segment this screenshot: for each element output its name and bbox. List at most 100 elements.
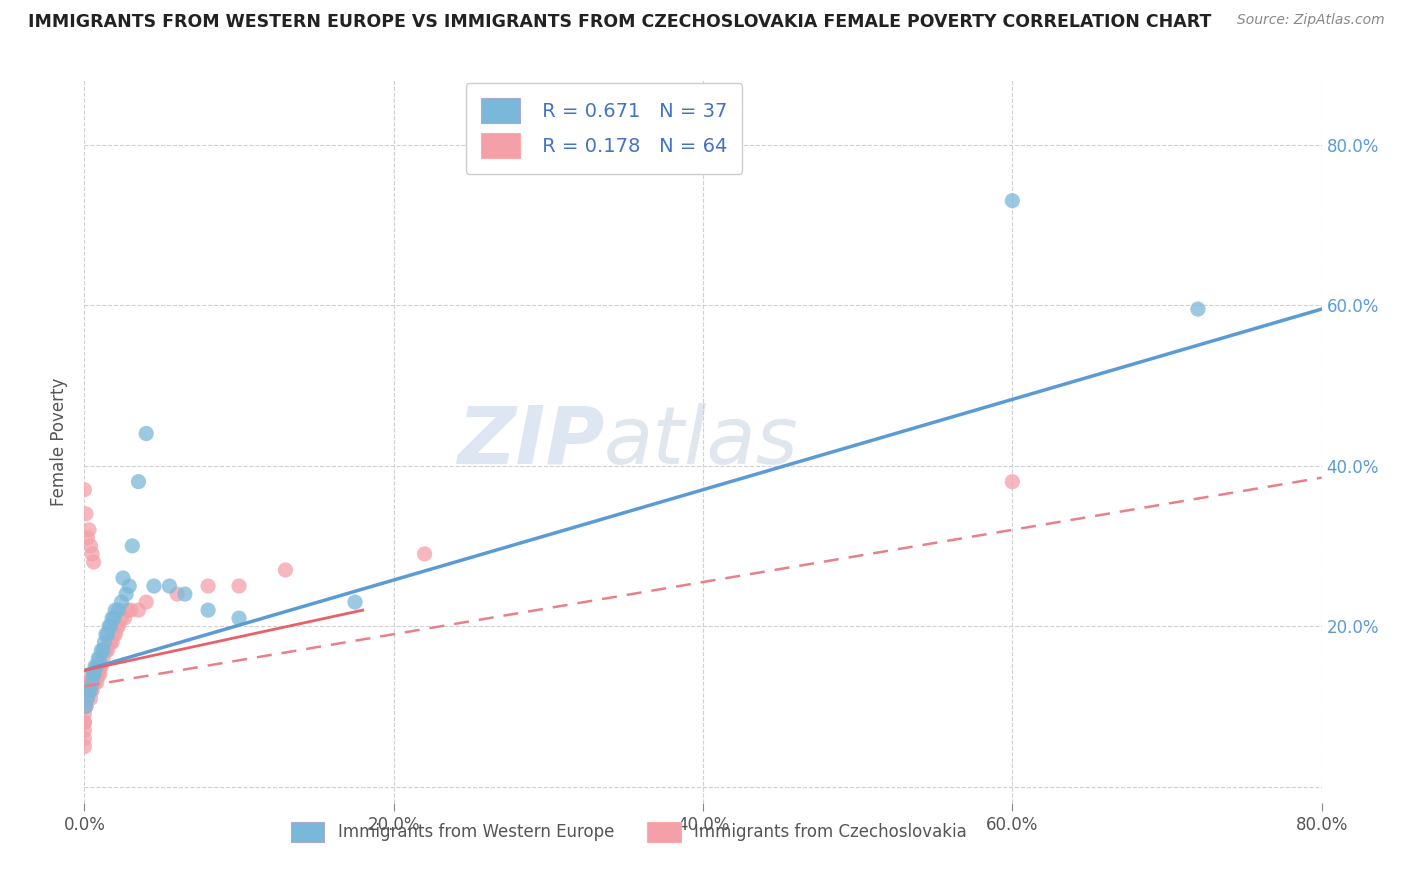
Point (90, 659, 112, 673)
Point (143, 579, 166, 593)
Point (76, 675, 98, 690)
Point (75, 691, 97, 706)
Point (159, 579, 180, 593)
Point (100, 635, 122, 649)
Point (101, 611, 124, 625)
Point (82, 675, 104, 690)
Point (197, 603, 219, 617)
Point (76, 683, 98, 698)
Point (1001, 475, 1024, 489)
Point (105, 619, 128, 633)
Point (96, 643, 118, 657)
Point (83, 555, 105, 569)
Point (73, 707, 96, 722)
Point (174, 587, 197, 601)
Point (135, 426, 157, 441)
Point (82, 667, 104, 681)
Point (94, 643, 117, 657)
Point (84, 667, 107, 681)
Point (98, 619, 121, 633)
Point (73, 731, 96, 746)
Point (73, 683, 96, 698)
Point (73, 715, 96, 730)
Point (75, 699, 97, 714)
Point (89, 651, 111, 665)
Point (76, 691, 98, 706)
Text: Source: ZipAtlas.com: Source: ZipAtlas.com (1237, 13, 1385, 28)
Text: IMMIGRANTS FROM WESTERN EUROPE VS IMMIGRANTS FROM CZECHOSLOVAKIA FEMALE POVERTY : IMMIGRANTS FROM WESTERN EUROPE VS IMMIGR… (28, 13, 1212, 31)
Point (93, 643, 115, 657)
Point (89, 667, 111, 681)
Point (79, 683, 101, 698)
Point (75, 683, 97, 698)
Point (101, 635, 124, 649)
Point (114, 611, 136, 625)
Point (96, 627, 118, 641)
Point (84, 675, 107, 690)
Point (343, 595, 366, 609)
Legend: Immigrants from Western Europe, Immigrants from Czechoslovakia: Immigrants from Western Europe, Immigran… (284, 815, 973, 848)
Point (73, 675, 96, 690)
Point (87, 659, 110, 673)
Point (76, 531, 98, 545)
Point (79, 539, 101, 553)
Point (1001, 194, 1024, 208)
Point (121, 539, 143, 553)
Point (413, 547, 436, 561)
Point (104, 627, 127, 641)
Point (82, 683, 104, 698)
Point (73, 723, 96, 738)
Point (73, 483, 96, 497)
Point (107, 619, 129, 633)
Point (87, 667, 110, 681)
Point (98, 635, 121, 649)
Point (103, 611, 125, 625)
Point (75, 699, 97, 714)
Y-axis label: Female Poverty: Female Poverty (51, 377, 69, 506)
Point (76, 691, 98, 706)
Point (75, 675, 97, 690)
Point (73, 699, 96, 714)
Point (83, 675, 105, 690)
Point (83, 667, 105, 681)
Point (107, 603, 129, 617)
Point (84, 659, 107, 673)
Point (197, 579, 219, 593)
Point (73, 739, 96, 754)
Point (83, 667, 105, 681)
Point (103, 627, 125, 641)
Point (274, 563, 297, 577)
Point (86, 675, 108, 690)
Point (115, 587, 138, 601)
Point (86, 659, 108, 673)
Point (87, 651, 110, 665)
Point (228, 579, 250, 593)
Point (75, 507, 97, 521)
Point (89, 659, 111, 673)
Point (94, 627, 117, 641)
Point (228, 611, 250, 625)
Point (104, 603, 127, 617)
Point (86, 667, 108, 681)
Point (93, 635, 115, 649)
Point (83, 667, 105, 681)
Point (82, 547, 104, 561)
Point (77, 683, 100, 698)
Text: ZIP: ZIP (457, 402, 605, 481)
Point (166, 587, 188, 601)
Point (110, 611, 132, 625)
Point (91, 651, 114, 665)
Point (90, 643, 112, 657)
Point (79, 675, 101, 690)
Point (77, 523, 100, 537)
Point (110, 595, 132, 609)
Point (127, 475, 149, 489)
Point (73, 715, 96, 730)
Point (112, 571, 135, 585)
Point (79, 691, 101, 706)
Point (118, 579, 141, 593)
Point (73, 691, 96, 706)
Point (1187, 301, 1209, 317)
Point (135, 595, 157, 609)
Text: atlas: atlas (605, 402, 799, 481)
